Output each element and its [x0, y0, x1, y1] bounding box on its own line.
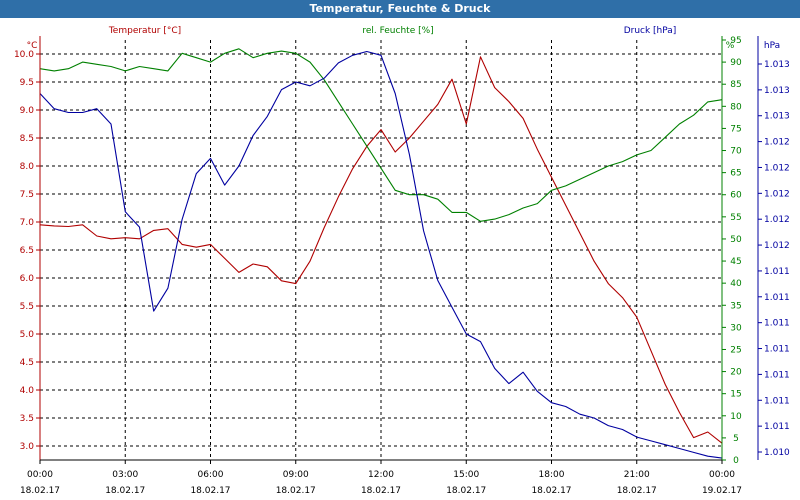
legend-pressure: Druck [hPa]: [624, 26, 677, 36]
temperature-tick-label: 4.0: [20, 386, 35, 396]
temperature-tick-label: 10.0: [14, 50, 34, 60]
temperature-tick-label: 3.5: [20, 414, 34, 424]
legend-humidity: rel. Feuchte [%]: [362, 26, 433, 36]
pressure-tick-label: 1.011: [764, 267, 790, 277]
pressure-tick-label: 1.012: [764, 215, 790, 225]
legend: Temperatur [°C] rel. Feuchte [%] Druck […: [108, 26, 676, 36]
window-title: Temperatur, Feuchte & Druck: [0, 0, 800, 18]
time-tick-label: 00:00: [709, 470, 735, 480]
temperature-tick-label: 6.5: [20, 246, 34, 256]
humidity-tick-label: 10: [730, 412, 742, 422]
humidity-tick-label: 5: [733, 434, 739, 444]
temperature-tick-label: 5.5: [20, 302, 34, 312]
temperature-tick-label: 3.0: [20, 442, 35, 452]
temperature-tick-label: 9.0: [20, 106, 35, 116]
pressure-tick-label: 1.011: [764, 370, 790, 380]
pressure-tick-label: 1.012: [764, 138, 790, 148]
pressure-tick-label: 1.013: [764, 60, 790, 70]
pressure-tick-label: 1.013: [764, 112, 790, 122]
humidity-tick-label: 55: [730, 213, 741, 223]
humidity-tick-label: 25: [730, 345, 741, 355]
humidity-tick-label: 95: [730, 36, 741, 46]
pressure-axis: 1.010 1.011 1.011 1.011 1.011 1.011 1.011 1.011…: [757, 36, 790, 460]
pressure-line: [39, 50, 723, 459]
date-tick-label: 18.02.17: [20, 486, 60, 496]
pressure-tick-label: 1.011: [764, 319, 790, 329]
humidity-line: [39, 48, 723, 222]
humidity-tick-label: 70: [730, 147, 742, 157]
time-tick-label: 09:00: [283, 470, 309, 480]
date-tick-label: 18.02.17: [617, 486, 657, 496]
date-tick-label: 18.02.17: [446, 486, 486, 496]
temperature-tick-label: 7.0: [20, 218, 35, 228]
humidity-tick-label: 50: [730, 235, 742, 245]
temperature-tick-label: 7.5: [20, 190, 34, 200]
humidity-tick-label: 90: [730, 58, 742, 68]
humidity-tick-label: 80: [730, 102, 742, 112]
pressure-tick-label: 1.011: [764, 345, 790, 355]
pressure-tick-label: 1.011: [764, 422, 790, 432]
date-tick-label: 18.02.17: [105, 486, 145, 496]
humidity-tick-label: 85: [730, 80, 741, 90]
temperature-tick-label: 5.0: [20, 330, 35, 340]
date-tick-label: 19.02.17: [702, 486, 742, 496]
pressure-tick-label: 1.010: [764, 448, 790, 458]
humidity-unit-label: %: [726, 41, 735, 51]
temperature-tick-label: 4.5: [20, 358, 34, 368]
time-tick-label: 06:00: [198, 470, 224, 480]
temperature-tick-label: 6.0: [20, 274, 35, 284]
date-tick-label: 18.02.17: [531, 486, 571, 496]
time-tick-label: 21:00: [624, 470, 650, 480]
time-tick-label: 03:00: [112, 470, 138, 480]
humidity-tick-label: 40: [730, 279, 742, 289]
unit-labels: °C % hPa: [27, 41, 781, 51]
temperature-unit-label: °C: [27, 41, 38, 51]
time-tick-label: 18:00: [539, 470, 565, 480]
humidity-tick-label: 45: [730, 257, 741, 267]
time-tick-label: 12:00: [368, 470, 394, 480]
pressure-unit-label: hPa: [764, 41, 780, 51]
series-lines: [39, 48, 723, 459]
temperature-tick-label: 9.5: [20, 78, 34, 88]
humidity-tick-label: 75: [730, 124, 741, 134]
temperature-tick-label: 8.0: [20, 162, 35, 172]
time-tick-label: 15:00: [453, 470, 479, 480]
grid-lines: [40, 40, 722, 460]
time-axis: 00:00 18.02.17 03:00 18.02.17 06:00 18.02.17 0…: [20, 459, 742, 496]
time-tick-label: 00:00: [27, 470, 53, 480]
temperature-tick-label: 8.5: [20, 134, 34, 144]
humidity-tick-label: 0: [733, 456, 739, 466]
date-tick-label: 18.02.17: [276, 486, 316, 496]
humidity-tick-label: 20: [730, 368, 742, 378]
humidity-tick-label: 15: [730, 390, 741, 400]
pressure-tick-label: 1.012: [764, 241, 790, 251]
temperature-axis: 3.0 3.5 4.0 4.5 5.0 5.5 6.0 6.5 7.0 7.5 8.0 8.5 9.0 9…: [14, 36, 41, 460]
pressure-tick-label: 1.012: [764, 189, 790, 199]
humidity-tick-label: 65: [730, 169, 741, 179]
humidity-tick-label: 60: [730, 191, 742, 201]
pressure-tick-label: 1.011: [764, 293, 790, 303]
humidity-tick-label: 30: [730, 323, 742, 333]
pressure-tick-label: 1.012: [764, 163, 790, 173]
humidity-axis: 0 5 10 15 20 25 30 35 40 45 50 55 60 65 70 75 80 85 90 95: [721, 36, 742, 466]
legend-temperature: Temperatur [°C]: [108, 26, 181, 36]
pressure-tick-label: 1.013: [764, 86, 790, 96]
humidity-tick-label: 35: [730, 301, 741, 311]
date-tick-label: 18.02.17: [361, 486, 401, 496]
temperature-line: [39, 56, 723, 444]
pressure-tick-label: 1.011: [764, 396, 790, 406]
date-tick-label: 18.02.17: [190, 486, 230, 496]
